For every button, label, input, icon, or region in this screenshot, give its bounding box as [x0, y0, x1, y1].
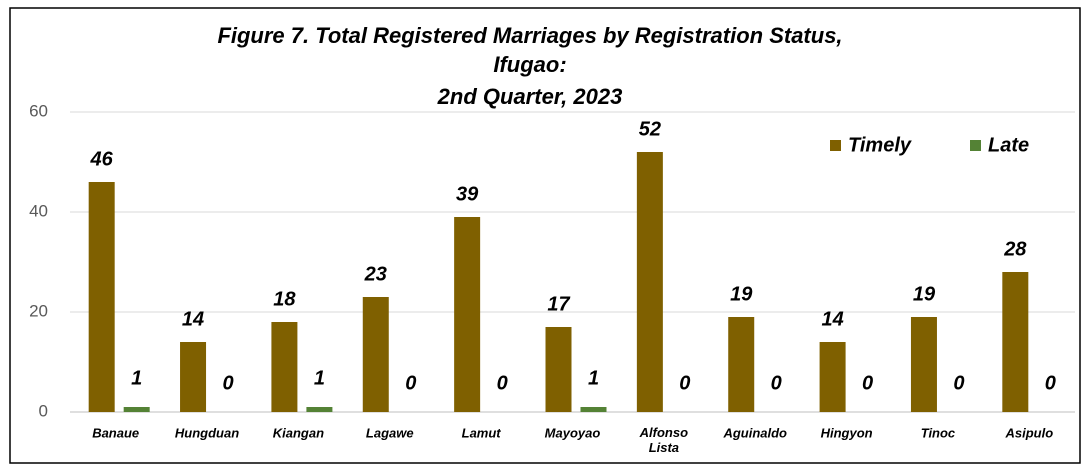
data-label: 23	[364, 263, 387, 285]
x-tick-label: Kiangan	[273, 425, 324, 440]
y-tick-label: 20	[29, 301, 48, 320]
data-label: 1	[314, 367, 325, 389]
y-tick-label: 60	[29, 101, 48, 120]
y-tick-label: 0	[39, 401, 48, 420]
x-tick-label: Tinoc	[921, 425, 956, 440]
data-label: 0	[405, 372, 416, 394]
bar	[454, 217, 481, 412]
data-label: 0	[953, 372, 964, 394]
bar	[180, 342, 207, 412]
data-label: 0	[497, 372, 508, 394]
bar	[636, 152, 663, 412]
bar	[545, 327, 572, 412]
bar	[819, 342, 846, 412]
x-tick-label: Banaue	[92, 425, 139, 440]
data-label: 0	[222, 372, 233, 394]
bar	[88, 182, 115, 412]
data-label: 0	[862, 372, 873, 394]
data-label: 0	[679, 372, 690, 394]
bar	[580, 407, 607, 412]
data-label: 28	[1003, 238, 1027, 260]
x-tick-label: Mayoyao	[545, 425, 601, 440]
bar	[728, 317, 755, 412]
legend-label: Timely	[848, 134, 912, 156]
x-tick-label: Alfonso Lista	[639, 425, 688, 455]
data-label: 1	[588, 367, 599, 389]
data-label: 17	[547, 293, 570, 315]
data-label: 52	[639, 118, 661, 140]
data-label: 14	[182, 308, 204, 330]
bar	[362, 297, 389, 412]
data-label: 1	[131, 367, 142, 389]
x-tick-label: Lamut	[462, 425, 502, 440]
x-tick-label: Aguinaldo	[722, 425, 787, 440]
data-label: 14	[821, 308, 843, 330]
x-tick-label: Hingyon	[821, 425, 873, 440]
bar	[1002, 272, 1029, 412]
legend-label: Late	[988, 134, 1029, 156]
chart-title: 2nd Quarter, 2023	[437, 84, 623, 109]
chart-title: Ifugao:	[493, 52, 566, 77]
x-tick-label-line: Lista	[649, 440, 679, 455]
bar	[910, 317, 937, 412]
x-tick-label: Lagawe	[366, 425, 414, 440]
chart-title: Figure 7. Total Registered Marriages by …	[217, 23, 842, 48]
x-tick-label-line: Alfonso	[639, 425, 688, 440]
x-tick-label: Hungduan	[175, 425, 239, 440]
data-label: 19	[913, 283, 936, 305]
legend-swatch	[970, 140, 981, 151]
data-label: 0	[771, 372, 782, 394]
data-label: 19	[730, 283, 753, 305]
x-tick-label: Asipulo	[1004, 425, 1053, 440]
y-tick-label: 40	[29, 201, 48, 220]
data-label: 46	[90, 148, 114, 170]
data-label: 18	[273, 288, 296, 310]
bar	[123, 407, 150, 412]
bar	[271, 322, 298, 412]
data-label: 39	[456, 183, 479, 205]
legend-swatch	[830, 140, 841, 151]
bar	[306, 407, 333, 412]
data-label: 0	[1045, 372, 1056, 394]
